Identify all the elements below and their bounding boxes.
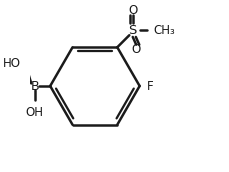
Text: O: O [132, 43, 141, 56]
Text: HO: HO [3, 57, 21, 70]
Text: CH₃: CH₃ [153, 24, 175, 37]
Text: S: S [128, 24, 137, 37]
Text: F: F [147, 80, 154, 93]
Text: O: O [128, 4, 137, 17]
Text: B: B [30, 79, 39, 93]
Text: OH: OH [26, 106, 44, 119]
